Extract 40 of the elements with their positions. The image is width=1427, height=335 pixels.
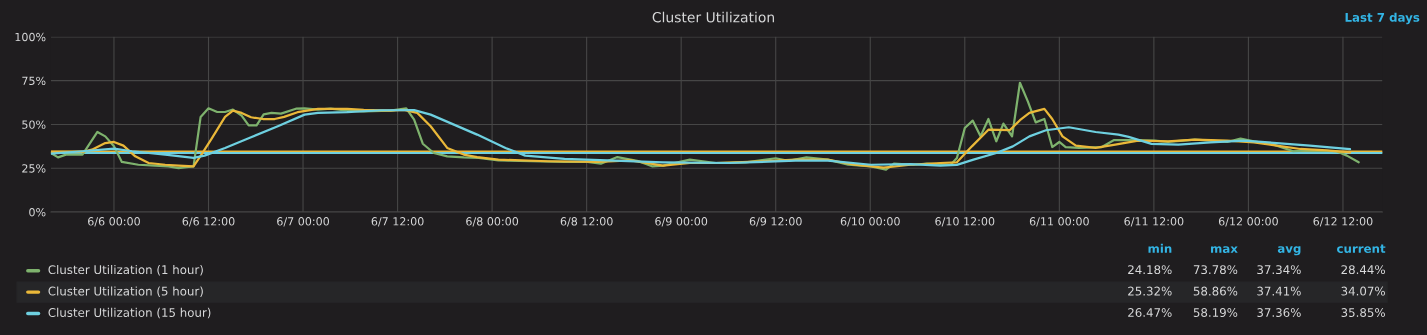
text: 35.85% <box>1341 308 1385 317</box>
legend-label: Cluster Utilization (5 hour) <box>48 286 203 297</box>
x-tick-label: 6/10 12:00 <box>935 217 995 227</box>
x-tick-label: 6/6 00:00 <box>88 217 140 227</box>
x-tick-label: 6/12 00:00 <box>1218 217 1278 227</box>
x-tick-label: 6/9 12:00 <box>749 217 802 227</box>
legend-label: Cluster Utilization (1 hour) <box>48 264 203 276</box>
text: 28.44% <box>1341 265 1385 275</box>
x-tick-label: 6/12 12:00 <box>1313 217 1373 227</box>
text: 34.07% <box>1341 286 1385 296</box>
y-tick-label: 25% <box>22 164 46 173</box>
text: current <box>1337 244 1386 253</box>
text: 37.36% <box>1257 308 1301 317</box>
y-tick-label: 0% <box>29 208 46 217</box>
text: 73.78% <box>1193 265 1238 275</box>
y-tick-label: 100% <box>15 32 46 42</box>
text: 58.86% <box>1193 286 1238 296</box>
x-tick-label: 6/8 12:00 <box>560 217 613 227</box>
x-tick-label: 6/9 00:00 <box>655 217 708 227</box>
text: 37.34% <box>1257 265 1301 275</box>
text: 24.18% <box>1128 265 1172 275</box>
legend-label: Cluster Utilization (15 hour) <box>48 307 211 319</box>
y-tick-label: 75% <box>22 76 46 86</box>
x-tick-label: 6/7 00:00 <box>277 217 330 227</box>
text: 25.32% <box>1128 286 1172 296</box>
x-tick-label: 6/8 00:00 <box>466 217 519 227</box>
text: 26.47% <box>1128 308 1172 317</box>
x-tick-label: 6/11 12:00 <box>1124 217 1184 227</box>
x-tick-label: 6/11 00:00 <box>1029 217 1089 227</box>
x-tick-label: 6/6 12:00 <box>182 217 235 227</box>
y-tick-label: 50% <box>22 120 46 129</box>
text: Last 7 days <box>1345 12 1420 25</box>
chart-title: Cluster Utilization <box>652 11 774 23</box>
text: 37.41% <box>1257 286 1301 296</box>
x-tick-label: 6/10 00:00 <box>840 217 900 227</box>
text: 58.19% <box>1193 308 1238 317</box>
x-tick-label: 6/7 12:00 <box>371 217 424 227</box>
text: avg <box>1277 246 1301 256</box>
text: min <box>1148 243 1172 253</box>
text: max <box>1211 246 1238 253</box>
